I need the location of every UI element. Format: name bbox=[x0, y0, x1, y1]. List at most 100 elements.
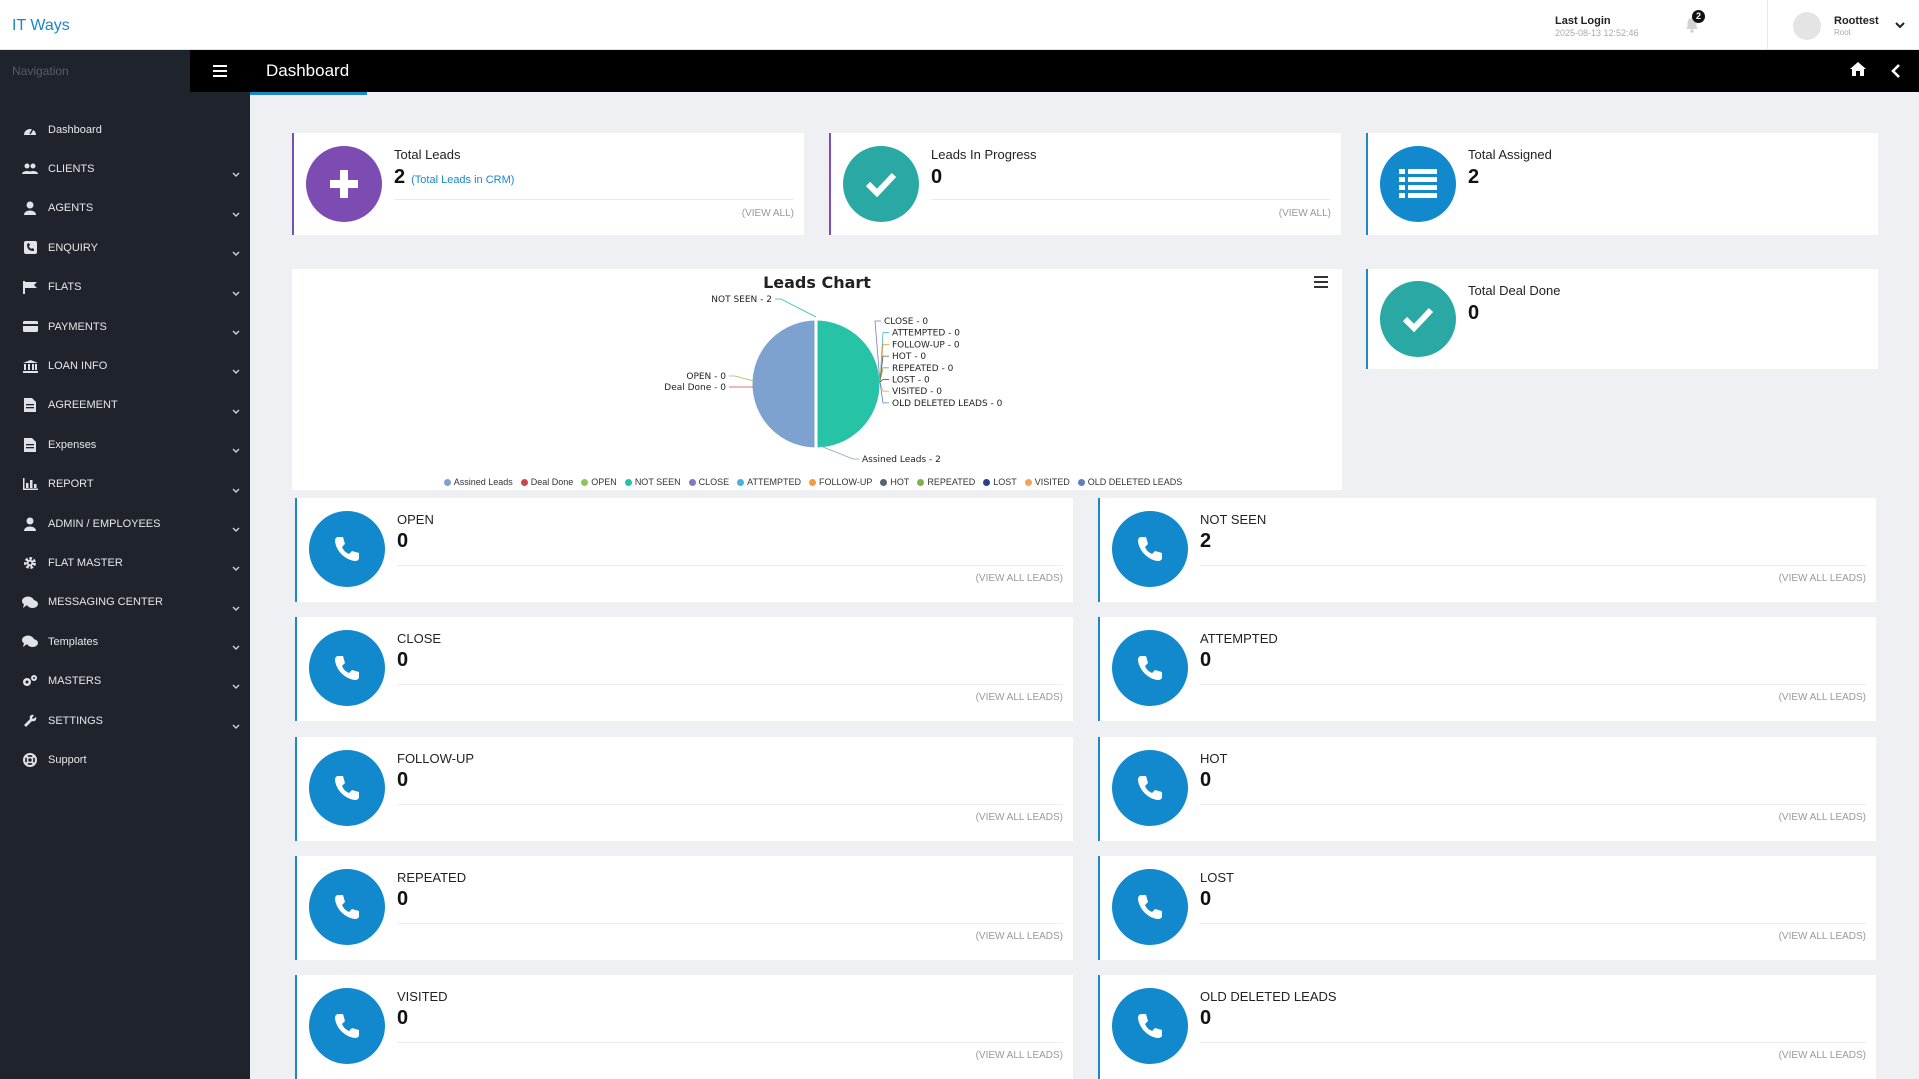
sidebar-item-templates[interactable]: Templates bbox=[0, 622, 250, 661]
legend-item[interactable]: HOT bbox=[880, 477, 909, 487]
agent-icon bbox=[22, 516, 38, 532]
plus-icon bbox=[306, 146, 382, 222]
header-divider bbox=[1767, 0, 1768, 50]
view-all-leads-link[interactable]: (VIEW ALL LEADS) bbox=[1778, 1050, 1866, 1061]
data-label-connector bbox=[874, 320, 881, 383]
phone-icon bbox=[309, 630, 385, 706]
sidebar-toggle-button[interactable] bbox=[190, 50, 250, 92]
sidebar-item-clients[interactable]: CLIENTS bbox=[0, 149, 250, 188]
gear-icon bbox=[22, 555, 38, 571]
legend-marker bbox=[581, 478, 589, 486]
credit-card-icon bbox=[22, 319, 38, 335]
view-all-leads-link[interactable]: (VIEW ALL LEADS) bbox=[1778, 812, 1866, 823]
data-label: VISITED - 0 bbox=[892, 387, 942, 397]
legend-marker bbox=[880, 478, 888, 486]
phone-icon bbox=[309, 511, 385, 587]
phone-icon bbox=[1112, 750, 1188, 826]
legend-label: CLOSE bbox=[698, 477, 730, 487]
leads-chart: Leads Chart Assined Leads - 2 Deal Done -… bbox=[292, 269, 1342, 490]
chevron-down-icon bbox=[232, 717, 240, 735]
card-divider bbox=[397, 565, 1063, 566]
sidebar-item-admin-employees[interactable]: ADMIN / EMPLOYEES bbox=[0, 504, 250, 543]
legend-item[interactable]: REPEATED bbox=[917, 477, 975, 487]
in-progress-value: 0 bbox=[931, 166, 943, 188]
data-label: NOT SEEN - 2 bbox=[711, 295, 772, 305]
flag-icon bbox=[22, 279, 38, 295]
sidebar-item-enquiry[interactable]: ENQUIRY bbox=[0, 228, 250, 267]
sidebar-item-agents[interactable]: AGENTS bbox=[0, 189, 250, 228]
sidebar-item-label: Expenses bbox=[48, 438, 97, 451]
total-assigned-value: 2 bbox=[1468, 166, 1480, 188]
legend-item[interactable]: Deal Done bbox=[520, 477, 573, 487]
last-login: Last Login 2025-08-13 12:52:46 bbox=[1555, 15, 1639, 38]
legend-item[interactable]: OPEN bbox=[581, 477, 617, 487]
legend-marker bbox=[917, 478, 925, 486]
chevron-left-icon[interactable] bbox=[1890, 63, 1902, 79]
lead-status-value: 0 bbox=[1200, 1007, 1212, 1029]
sidebar-item-report[interactable]: REPORT bbox=[0, 465, 250, 504]
user-name[interactable]: Roottest bbox=[1834, 15, 1879, 27]
legend-item[interactable]: CLOSE bbox=[688, 477, 730, 487]
avatar[interactable] bbox=[1793, 12, 1821, 40]
sidebar-item-loan-info[interactable]: LOAN INFO bbox=[0, 346, 250, 385]
total-leads-sub[interactable]: (Total Leads in CRM) bbox=[411, 174, 515, 186]
legend-item[interactable]: Assined Leads bbox=[443, 477, 513, 487]
hamburger-icon[interactable] bbox=[1314, 276, 1328, 288]
chevron-down-icon bbox=[232, 244, 240, 262]
sidebar-item-expenses[interactable]: Expenses bbox=[0, 425, 250, 464]
view-all-leads-link[interactable]: (VIEW ALL LEADS) bbox=[975, 573, 1063, 584]
chevron-down-icon bbox=[232, 284, 240, 302]
chevron-down-icon bbox=[232, 520, 240, 538]
sidebar-item-label: FLAT MASTER bbox=[48, 556, 123, 569]
deal-done-label: Total Deal Done bbox=[1468, 283, 1561, 298]
brand-logo[interactable]: IT Ways bbox=[12, 17, 70, 34]
data-label: OLD DELETED LEADS - 0 bbox=[892, 399, 1003, 409]
chevron-down-icon bbox=[232, 677, 240, 695]
legend-item[interactable]: ATTEMPTED bbox=[737, 477, 801, 487]
sidebar-item-support[interactable]: Support bbox=[0, 740, 250, 779]
page-header: Dashboard bbox=[250, 50, 1919, 95]
sidebar-item-flats[interactable]: FLATS bbox=[0, 268, 250, 307]
pie-slice-not-seen[interactable] bbox=[814, 317, 883, 451]
legend-item[interactable]: OLD DELETED LEADS bbox=[1077, 477, 1182, 487]
data-label-connector bbox=[879, 344, 889, 383]
lead-status-label: VISITED bbox=[397, 989, 448, 1004]
data-label: HOT - 0 bbox=[892, 352, 926, 362]
view-all-leads-link[interactable]: (VIEW ALL LEADS) bbox=[1778, 931, 1866, 942]
home-icon[interactable] bbox=[1850, 62, 1866, 76]
legend-item[interactable]: FOLLOW-UP bbox=[809, 477, 872, 487]
notification-badge: 2 bbox=[1692, 10, 1705, 23]
sidebar-item-flat-master[interactable]: FLAT MASTER bbox=[0, 543, 250, 582]
data-label: ATTEMPTED - 0 bbox=[892, 329, 960, 339]
lead-status-value: 0 bbox=[397, 769, 409, 791]
view-all-leads-link[interactable]: (VIEW ALL LEADS) bbox=[975, 931, 1063, 942]
view-all-leads-link[interactable]: (VIEW ALL LEADS) bbox=[1778, 573, 1866, 584]
view-all-link[interactable]: (VIEW ALL) bbox=[741, 208, 794, 219]
legend-item[interactable]: LOST bbox=[983, 477, 1017, 487]
sidebar-item-masters[interactable]: MASTERS bbox=[0, 661, 250, 700]
lead-status-card-close: CLOSE 0 (VIEW ALL LEADS) bbox=[295, 617, 1073, 721]
legend-item[interactable]: NOT SEEN bbox=[624, 477, 681, 487]
view-all-leads-link[interactable]: (VIEW ALL LEADS) bbox=[1778, 692, 1866, 703]
lead-status-value: 0 bbox=[1200, 769, 1212, 791]
sidebar-item-settings[interactable]: SETTINGS bbox=[0, 701, 250, 740]
view-all-leads-link[interactable]: (VIEW ALL LEADS) bbox=[975, 692, 1063, 703]
phone-square-icon bbox=[22, 240, 38, 256]
pie-slice-assined-leads[interactable] bbox=[749, 317, 818, 451]
sidebar-item-messaging-center[interactable]: MESSAGING CENTER bbox=[0, 583, 250, 622]
sidebar-item-agreement[interactable]: AGREEMENT bbox=[0, 386, 250, 425]
view-all-leads-link[interactable]: (VIEW ALL LEADS) bbox=[975, 1050, 1063, 1061]
sidebar-item-payments[interactable]: PAYMENTS bbox=[0, 307, 250, 346]
chart-legend: Assined Leads Deal Done OPEN NOT SEEN CLOSE A… bbox=[292, 477, 1342, 488]
total-assigned-card: Total Assigned 2 bbox=[1366, 133, 1878, 235]
view-all-leads-link[interactable]: (VIEW ALL LEADS) bbox=[975, 812, 1063, 823]
sidebar-item-dashboard[interactable]: Dashboard bbox=[0, 110, 250, 149]
legend-marker bbox=[1024, 478, 1032, 486]
view-all-link[interactable]: (VIEW ALL) bbox=[1278, 208, 1331, 219]
chevron-down-icon[interactable] bbox=[1894, 20, 1906, 30]
legend-item[interactable]: VISITED bbox=[1024, 477, 1070, 487]
legend-marker bbox=[737, 478, 745, 486]
card-divider bbox=[1200, 1042, 1866, 1043]
legend-label: HOT bbox=[890, 477, 910, 487]
card-divider bbox=[1200, 565, 1866, 566]
